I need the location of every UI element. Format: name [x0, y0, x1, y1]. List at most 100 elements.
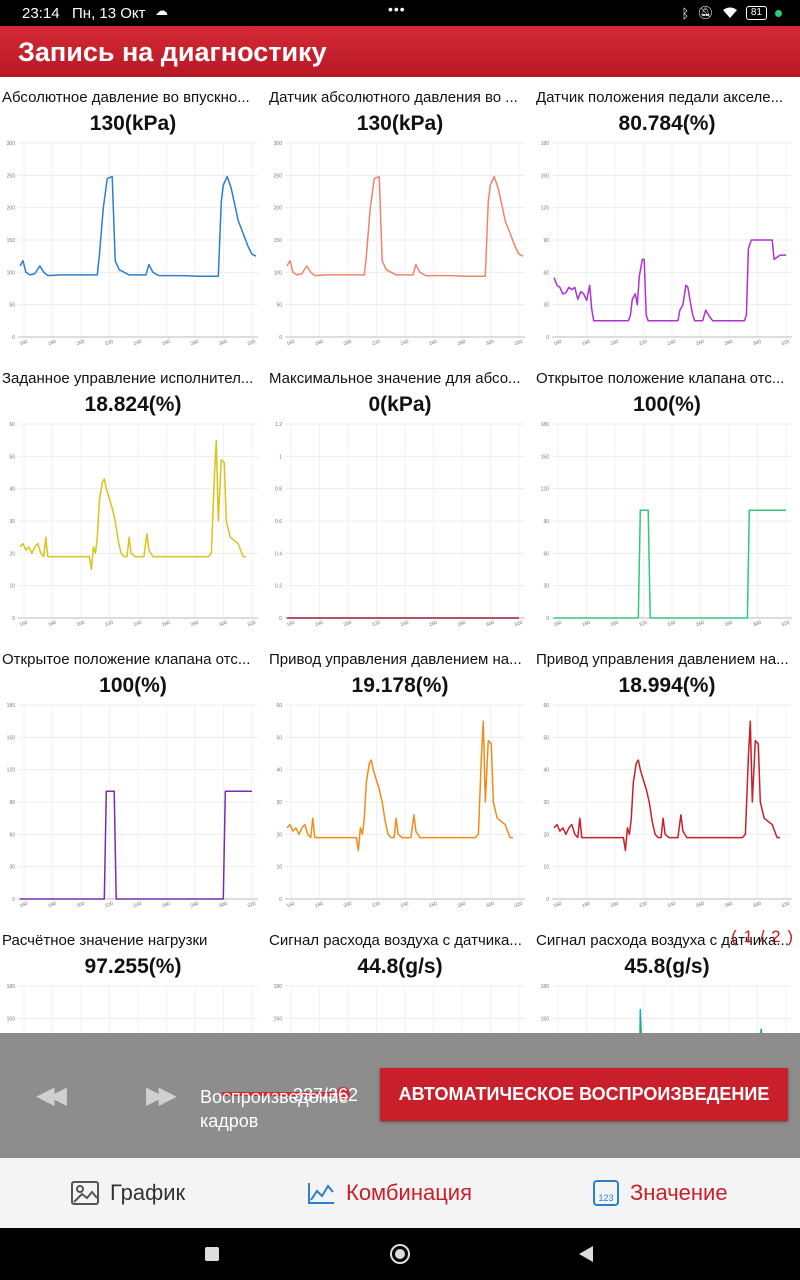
x-tick-label: 200	[76, 339, 86, 345]
frame-slider-thumb[interactable]	[335, 1087, 350, 1101]
chart-label: Максимальное значение для абсо...	[269, 370, 521, 387]
x-tick-label: 280	[457, 339, 467, 345]
x-tick-label: 280	[724, 901, 734, 907]
chart-cell[interactable]: Заданное управление исполнител... 18.824(…	[0, 358, 266, 639]
chart-label: Датчик абсолютного давления во ...	[269, 89, 518, 106]
status-bar: 23:14 Пн, 13 Окт ☁ ••• ᛒ 🔕︎ 81	[0, 0, 800, 26]
y-tick-label: 200	[274, 206, 283, 212]
status-dots: •••	[388, 1, 406, 17]
app-bar: Запись на диагностику	[0, 26, 800, 77]
chart-value: 130(kPa)	[356, 112, 444, 135]
x-tick-label: 280	[724, 620, 734, 626]
series-line	[19, 439, 247, 571]
y-tick-label: 0	[546, 335, 549, 341]
line-chart-icon	[308, 1183, 334, 1204]
x-tick-label: 220	[638, 339, 648, 345]
y-tick-label: 180	[541, 141, 550, 147]
y-tick-label: 50	[276, 735, 282, 741]
x-tick-label: 160	[286, 901, 296, 907]
x-tick-label: 200	[610, 339, 620, 345]
tab-value[interactable]: 123 Значение	[592, 1158, 728, 1228]
y-tick-label: 50	[9, 303, 15, 309]
y-tick-label: 100	[274, 270, 283, 276]
recents-button[interactable]	[182, 1228, 242, 1280]
y-tick-label: 200	[7, 206, 16, 212]
series-line	[20, 790, 252, 900]
x-tick-label: 240	[400, 339, 410, 345]
chart-cell[interactable]: Расчётное значение нагрузки97.255(%)0306…	[0, 920, 266, 1033]
chart-cell[interactable]: Сигнал расхода воздуха с датчика... 44.8(…	[267, 920, 533, 1033]
chart-cell[interactable]: Датчик положения педали акселе... 80.784(…	[534, 77, 800, 358]
chart-cell[interactable]: Привод управления давлением на... 19.178(…	[267, 639, 533, 920]
y-tick-label: 30	[543, 584, 549, 590]
tab-graph[interactable]: График	[70, 1158, 185, 1228]
x-tick-label: 320	[247, 339, 257, 345]
y-tick-label: 20	[276, 832, 282, 838]
y-tick-label: 0	[279, 616, 282, 622]
x-tick-label: 180	[581, 620, 591, 626]
x-tick-label: 180	[581, 339, 591, 345]
chart-svg: 0 50 100 150 200 250 300 160 180 200 220 240 260 280 3…	[7, 141, 258, 345]
y-tick-label: 150	[7, 238, 16, 244]
x-tick-label: 300	[218, 339, 228, 345]
chart-cell[interactable]: Абсолютное давление во впускно... 130(kPa…	[0, 77, 266, 358]
y-tick-label: 180	[7, 984, 16, 990]
x-tick-label: 180	[47, 901, 57, 907]
x-tick-label: 260	[161, 339, 171, 345]
x-tick-label: 200	[343, 620, 353, 626]
x-tick-label: 240	[667, 339, 677, 345]
chart-svg: 0 30 60 90 120 150 180 160 180 200 220 240 260 280 300…	[541, 141, 792, 345]
y-tick-label: 120	[541, 206, 550, 212]
chart-plot: 0 30 60 90 120 150 180 160 180 200 220 240 260 280 300…	[0, 701, 266, 907]
status-icons: ᛒ 🔕︎ 81	[682, 5, 782, 21]
x-tick-label: 280	[190, 339, 200, 345]
rewind-icon[interactable]: ◀◀	[36, 1082, 67, 1109]
x-tick-label: 220	[638, 620, 648, 626]
chart-cell[interactable]: Открытое положение клапана отс... 100(%) 0…	[0, 639, 266, 920]
home-button[interactable]	[370, 1228, 430, 1280]
x-tick-label: 200	[343, 901, 353, 907]
series-line	[639, 1008, 763, 1033]
chart-value: 45.8(g/s)	[624, 955, 710, 978]
chart-cell[interactable]: Привод управления давлением на... 18.994(…	[534, 639, 800, 920]
y-tick-label: 0	[12, 616, 15, 622]
x-tick-label: 240	[400, 901, 410, 907]
series-line	[286, 175, 524, 277]
bluetooth-icon: ᛒ	[681, 5, 690, 21]
chart-label: Открытое положение клапана отс...	[2, 651, 251, 668]
chart-cell[interactable]: Максимальное значение для абсо... 0(kPa) 0…	[267, 358, 533, 639]
chart-svg: 0 10 20 30 40 50 60 160 180 200 220 240 260 280 300 320	[543, 703, 792, 907]
chart-value: 100(%)	[633, 393, 701, 416]
y-tick-label: 100	[7, 270, 16, 276]
chart-cell[interactable]: Открытое положение клапана отс... 100(%) 0…	[534, 358, 800, 639]
fast-forward-icon[interactable]: ▶▶	[146, 1082, 177, 1109]
x-tick-label: 160	[19, 339, 29, 345]
y-tick-label: 30	[9, 865, 15, 871]
y-tick-label: 90	[543, 238, 549, 244]
chart-svg: 0 0.2 0.4 0.6 0.8 1 1.2 160 180 200 220 240 260 280 30…	[275, 422, 525, 626]
chart-svg: 0 10 20 30 40 50 60 160 180 200 220 240 260 280 300 320	[276, 703, 525, 907]
value-123-icon: 123	[593, 1180, 619, 1206]
y-tick-label: 0	[546, 897, 549, 903]
y-tick-label: 30	[9, 519, 15, 525]
y-tick-label: 90	[543, 519, 549, 525]
autoplay-button[interactable]: АВТОМАТИЧЕСКОЕ ВОСПРОИЗВЕДЕНИЕ	[380, 1068, 788, 1121]
x-tick-label: 220	[638, 901, 648, 907]
y-tick-label: 150	[541, 173, 550, 179]
x-tick-label: 160	[19, 901, 29, 907]
y-tick-label: 0.6	[275, 519, 282, 525]
chart-cell[interactable]: Сигнал расхода воздуха с датчика... 45.8(…	[534, 920, 800, 1033]
tab-combination[interactable]: Комбинация	[306, 1158, 472, 1228]
chart-cell[interactable]: Датчик абсолютного давления во ... 130(kP…	[267, 77, 533, 358]
y-tick-label: 10	[543, 865, 549, 871]
x-tick-label: 280	[724, 339, 734, 345]
chart-label: Заданное управление исполнител...	[2, 370, 254, 387]
back-button[interactable]	[556, 1228, 616, 1280]
y-tick-label: 60	[543, 270, 549, 276]
chart-value: 97.255(%)	[84, 955, 182, 978]
charts-grid[interactable]: Абсолютное давление во впускно... 130(kPa…	[0, 77, 800, 1033]
x-tick-label: 220	[104, 339, 114, 345]
x-tick-label: 220	[371, 901, 381, 907]
x-tick-label: 200	[76, 620, 86, 626]
frame-slider[interactable]	[222, 1087, 352, 1101]
